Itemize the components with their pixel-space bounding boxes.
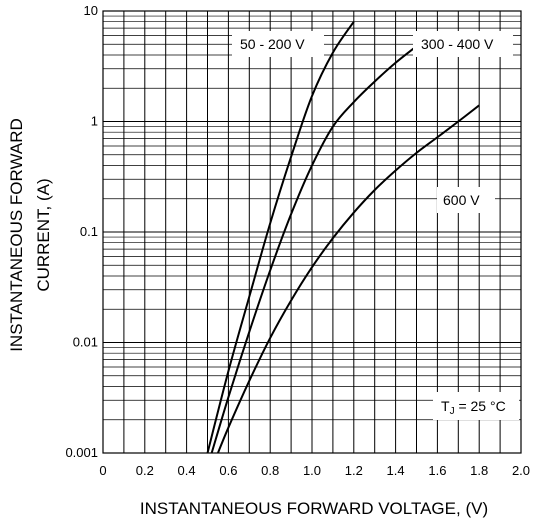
x-tick-label: 1.8 xyxy=(470,463,488,478)
condition-suffix: = 25 °C xyxy=(455,398,506,414)
y-tick-labels: 0.001 0.01 0.1 1 10 xyxy=(65,3,98,460)
grid xyxy=(102,10,522,454)
x-tick-labels: 0 0.2 0.4 0.6 0.8 1.0 1.2 1.4 1.6 1.8 2.0 xyxy=(99,463,530,478)
condition-subscript: J xyxy=(450,406,455,417)
y-axis-title-line1: INSTANTANEOUS FORWARD xyxy=(7,118,26,352)
series-line-0 xyxy=(206,21,355,454)
condition-prefix: T xyxy=(441,398,450,414)
y-axis-title-line2: CURRENT, (A) xyxy=(34,178,53,291)
series-line-1 xyxy=(210,45,418,454)
x-axis-title: INSTANTANEOUS FORWARD VOLTAGE, (V) xyxy=(140,499,488,518)
x-tick-label: 1.2 xyxy=(345,463,363,478)
annotation-50-200: 50 - 200 V xyxy=(232,31,324,57)
curves xyxy=(206,21,480,454)
series-line-2 xyxy=(217,104,480,454)
y-tick-label: 10 xyxy=(84,3,98,18)
annotation-300-400-text: 300 - 400 V xyxy=(421,36,494,52)
y-tick-label: 1 xyxy=(91,114,98,129)
y-tick-label: 0.1 xyxy=(80,224,98,239)
x-tick-label: 0.8 xyxy=(261,463,279,478)
x-tick-label: 0.4 xyxy=(178,463,196,478)
x-tick-label: 1.0 xyxy=(303,463,321,478)
svg-text:TJ = 25 °C: TJ = 25 °C xyxy=(441,398,506,417)
x-tick-label: 1.6 xyxy=(428,463,446,478)
y-tick-label: 0.01 xyxy=(73,335,98,350)
condition-label: TJ = 25 °C xyxy=(433,392,519,420)
annotation-600-text: 600 V xyxy=(443,192,480,208)
x-tick-label: 0.2 xyxy=(136,463,154,478)
plot-frame xyxy=(102,10,522,454)
annotation-300-400: 300 - 400 V xyxy=(413,31,513,57)
y-tick-label: 0.001 xyxy=(65,445,98,460)
annotation-600: 600 V xyxy=(437,187,495,213)
x-tick-label: 0.6 xyxy=(219,463,237,478)
x-tick-label: 2.0 xyxy=(512,463,530,478)
x-tick-label: 1.4 xyxy=(387,463,405,478)
x-tick-label: 0 xyxy=(99,463,106,478)
annotation-50-200-text: 50 - 200 V xyxy=(240,36,305,52)
